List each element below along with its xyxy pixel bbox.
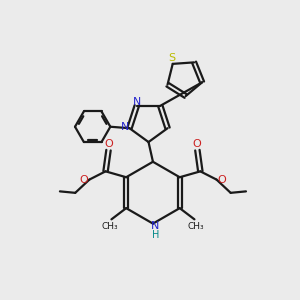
Text: S: S	[169, 53, 176, 63]
Text: CH₃: CH₃	[188, 222, 204, 231]
Text: CH₃: CH₃	[102, 222, 118, 231]
Text: N: N	[151, 221, 160, 231]
Text: N: N	[121, 122, 129, 132]
Text: H: H	[152, 230, 159, 240]
Text: N: N	[133, 97, 142, 107]
Text: O: O	[218, 175, 226, 185]
Text: O: O	[192, 139, 201, 149]
Text: O: O	[105, 139, 113, 149]
Text: O: O	[80, 175, 88, 185]
